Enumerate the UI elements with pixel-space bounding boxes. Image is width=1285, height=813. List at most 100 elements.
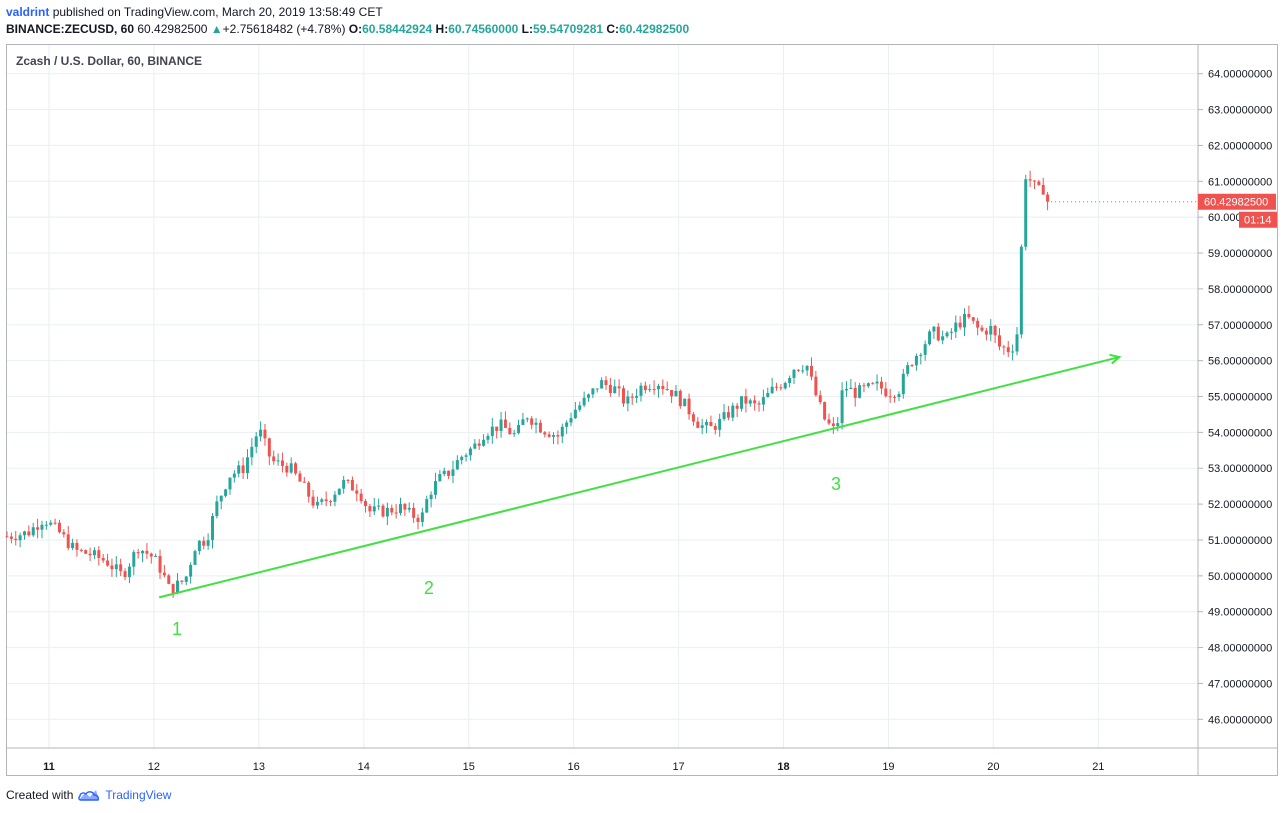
candle-body (202, 540, 206, 546)
candle-body (390, 507, 394, 513)
candle-body (831, 423, 835, 427)
candle-body (919, 354, 923, 356)
candle-body (193, 551, 197, 565)
candle-body (141, 550, 145, 554)
candle-body (315, 501, 319, 506)
candle-body (145, 550, 149, 554)
countdown-tag (1239, 211, 1277, 228)
candle-body (5, 536, 9, 538)
candle-body (726, 412, 730, 418)
tradingview-cloud-icon (78, 790, 100, 801)
candle-body (377, 505, 381, 507)
candle-body (875, 381, 879, 384)
candle-body (849, 387, 853, 389)
candle-body (753, 400, 757, 404)
candle-body (844, 388, 848, 391)
candle-body (713, 426, 717, 430)
candle-body (464, 455, 468, 457)
x-tick-label: 21 (1092, 761, 1104, 773)
candle-body (119, 564, 123, 572)
candle-body (779, 387, 783, 389)
candle-body (678, 390, 682, 407)
candle-body (871, 383, 875, 385)
candle-body (359, 493, 363, 502)
candle-body (350, 479, 354, 491)
candle-body (652, 389, 656, 391)
candle-body (661, 385, 665, 390)
candle-body (958, 322, 962, 328)
candle-body (639, 385, 643, 396)
candle-body (709, 421, 713, 427)
candle-body (171, 583, 175, 594)
candle-body (486, 435, 490, 440)
candle-body (154, 555, 158, 557)
candle-body (914, 355, 918, 366)
candle-body (578, 405, 582, 410)
candle-body (27, 531, 31, 536)
y-tick-label: 57.00000000 (1208, 320, 1272, 332)
candle-body (748, 400, 752, 404)
candle-body (971, 317, 975, 321)
candle-body (324, 499, 328, 502)
candle-body (289, 463, 293, 473)
candle-body (770, 386, 774, 393)
candle-body (1046, 194, 1050, 202)
tradingview-link[interactable]: TradingView (105, 788, 172, 802)
candle-body (329, 501, 333, 503)
y-tick-label: 58.00000000 (1208, 284, 1272, 296)
author-link[interactable]: valdrint (6, 5, 50, 19)
last-price-tag (1198, 193, 1276, 210)
candle-body (149, 553, 153, 557)
candle-body (14, 538, 18, 541)
candle-body (928, 331, 932, 345)
candle-body (827, 419, 831, 424)
candle-body (1002, 346, 1006, 348)
candle-body (884, 388, 888, 397)
candle-body (941, 336, 945, 341)
candle-body (936, 326, 940, 341)
y-tick-label: 49.00000000 (1208, 607, 1272, 619)
open-label: O: (348, 22, 363, 36)
candle-body (36, 527, 40, 530)
candle-body (888, 396, 892, 398)
candle-body (267, 438, 271, 457)
candle-body (1024, 179, 1028, 247)
y-tick-label: 61.00000000 (1208, 176, 1272, 188)
y-tick-label: 55.00000000 (1208, 392, 1272, 404)
candle-body (801, 370, 805, 372)
candle-body (683, 398, 687, 407)
candle-body (372, 506, 376, 512)
candle-body (700, 425, 704, 428)
y-tick-label: 46.00000000 (1208, 714, 1272, 726)
candle-body (1028, 179, 1032, 181)
candle-body (691, 414, 695, 422)
candle-body (805, 365, 809, 371)
candle-body (984, 330, 988, 335)
candle-body (718, 418, 722, 430)
candle-body (167, 575, 171, 584)
candle-body (276, 460, 280, 462)
candle-body (530, 418, 534, 425)
candle-body (294, 463, 298, 474)
candle-body (499, 419, 503, 431)
candle-body (31, 527, 35, 536)
candle-body (307, 482, 311, 497)
candle-body (460, 456, 464, 461)
candle-body (1032, 180, 1036, 182)
y-tick-label: 63.00000000 (1208, 105, 1272, 117)
candle-body (906, 365, 910, 374)
x-tick-label: 19 (882, 761, 894, 773)
candle-body (643, 385, 647, 391)
candle-body (538, 422, 542, 433)
candle-body (521, 419, 525, 425)
candle-body (206, 540, 210, 546)
candle-body (84, 550, 88, 554)
candle-body (132, 552, 136, 567)
candle-body (123, 571, 127, 578)
candle-body (337, 488, 341, 495)
chart-frame (6, 44, 1278, 776)
candle-body (525, 418, 529, 420)
candle-body (302, 481, 306, 483)
candle-body (858, 385, 862, 398)
